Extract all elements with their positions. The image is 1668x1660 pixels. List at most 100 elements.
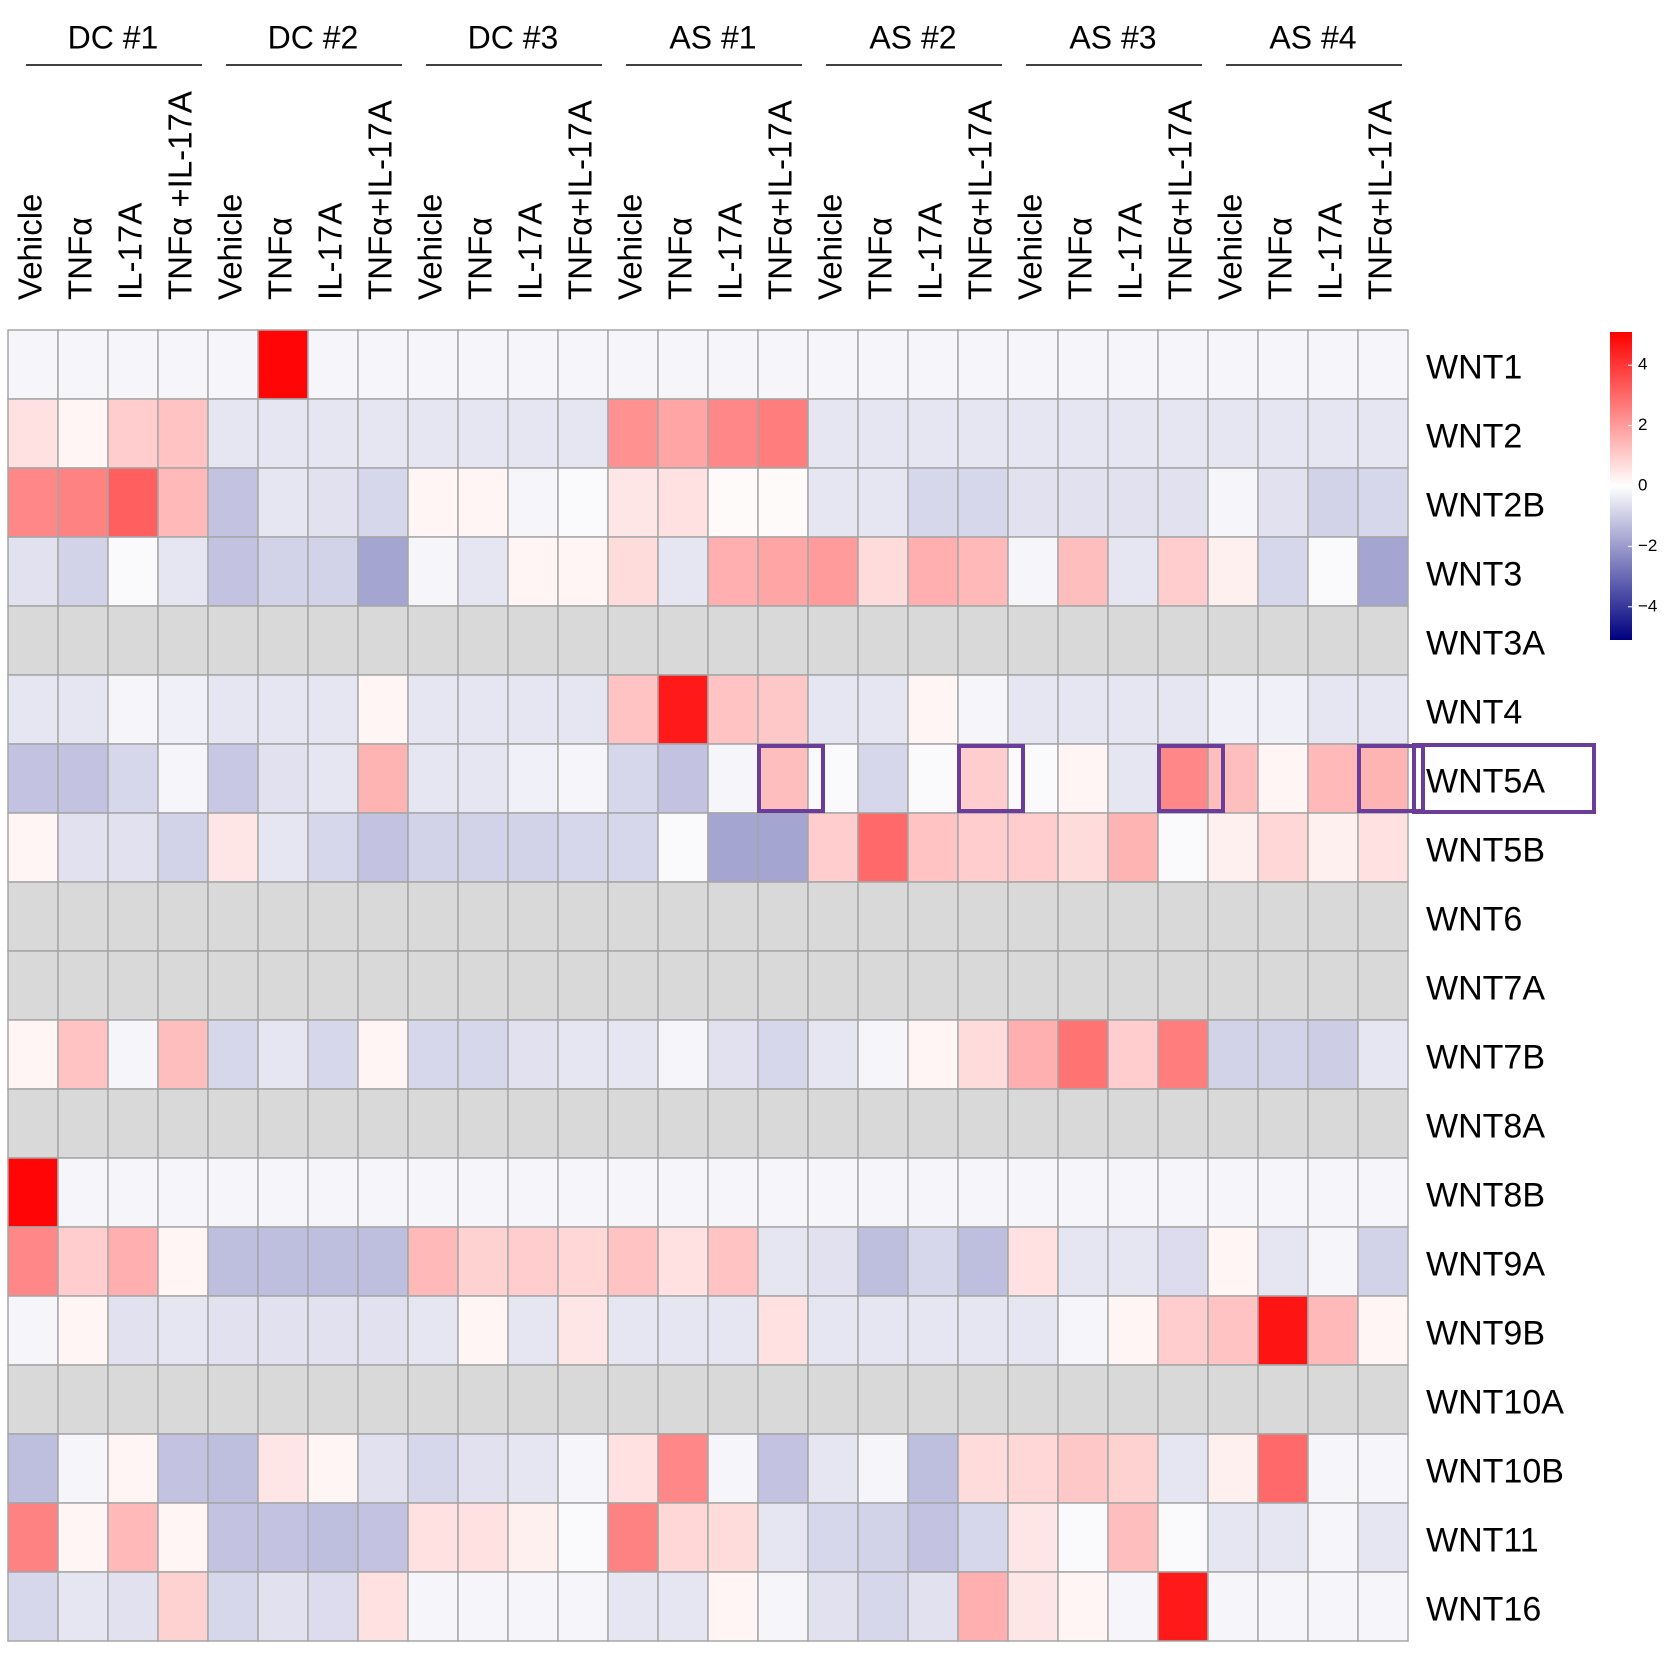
heatmap-cell (1157, 1502, 1209, 1573)
heatmap-cell (957, 1019, 1009, 1090)
heatmap-cell (257, 950, 309, 1021)
heatmap-cell (507, 674, 559, 745)
heatmap-cell (1157, 605, 1209, 676)
heatmap-cell (1157, 1571, 1209, 1642)
heatmap-cell (657, 1157, 709, 1228)
heatmap-cell (1357, 1502, 1409, 1573)
heatmap-cell (507, 743, 559, 814)
heatmap-cell (1007, 743, 1059, 814)
heatmap-cell (1257, 1364, 1309, 1435)
heatmap-cell (1107, 605, 1159, 676)
heatmap-cell (1107, 1088, 1159, 1159)
heatmap-cell (357, 743, 409, 814)
heatmap-cell (257, 1433, 309, 1504)
row-label: WNT1 (1426, 348, 1522, 386)
heatmap-cell (1207, 1364, 1259, 1435)
heatmap-cell (1157, 467, 1209, 538)
heatmap-cell (807, 950, 859, 1021)
heatmap-cell (1257, 881, 1309, 952)
heatmap-cell (307, 536, 359, 607)
heatmap-cell (1207, 536, 1259, 607)
heatmap-cell (1207, 743, 1259, 814)
heatmap-cell (507, 1433, 559, 1504)
heatmap-cell (1257, 1226, 1309, 1297)
heatmap-cell (1057, 1295, 1109, 1366)
row-label: WNT2 (1426, 417, 1522, 455)
heatmap-cell (707, 1502, 759, 1573)
column-label: TNFα+IL-17A (962, 100, 999, 300)
heatmap-cell (1307, 1157, 1359, 1228)
heatmap-cell (507, 950, 559, 1021)
heatmap-cell (1307, 467, 1359, 538)
heatmap-cell (357, 329, 409, 400)
heatmap-cell (607, 674, 659, 745)
heatmap-cell (457, 812, 509, 883)
heatmap-cell (1057, 467, 1109, 538)
heatmap-cell (507, 605, 559, 676)
heatmap-cell (207, 674, 259, 745)
heatmap-cell (757, 1157, 809, 1228)
heatmap-cell (507, 1019, 559, 1090)
heatmap-cell (957, 1088, 1009, 1159)
heatmap-cell (1157, 1364, 1209, 1435)
heatmap-cell (1257, 398, 1309, 469)
heatmap-cell (307, 398, 359, 469)
column-label: TNFα (662, 217, 699, 300)
heatmap-cell (907, 1157, 959, 1228)
heatmap-cell (57, 536, 109, 607)
heatmap-cell (807, 1364, 859, 1435)
heatmap-cell (857, 950, 909, 1021)
heatmap-cell (857, 812, 909, 883)
heatmap-cell (257, 1502, 309, 1573)
heatmap-cell (1307, 812, 1359, 883)
heatmap-cell (357, 674, 409, 745)
heatmap-cell (957, 467, 1009, 538)
heatmap-cell (357, 398, 409, 469)
heatmap-cell (657, 605, 709, 676)
heatmap-cell (407, 674, 459, 745)
heatmap-cell (1007, 1433, 1059, 1504)
heatmap-cell (1307, 674, 1359, 745)
heatmap-cell (1057, 1502, 1109, 1573)
group-label: AS #2 (869, 19, 956, 55)
heatmap-cell (957, 950, 1009, 1021)
heatmap-cell (7, 812, 59, 883)
heatmap-cell (1107, 1019, 1159, 1090)
heatmap-cell (1107, 1502, 1159, 1573)
heatmap-cell (757, 881, 809, 952)
heatmap-cell (857, 881, 909, 952)
heatmap-cell (957, 536, 1009, 607)
heatmap-cell (557, 329, 609, 400)
row-label: WNT3 (1426, 555, 1522, 593)
heatmap-cell (357, 1226, 409, 1297)
heatmap-cell (1357, 536, 1409, 607)
heatmap-cell (1157, 1433, 1209, 1504)
row-label: WNT5B (1426, 831, 1545, 869)
heatmap-cell (707, 812, 759, 883)
heatmap-cell (307, 1571, 359, 1642)
heatmap-cell (457, 1226, 509, 1297)
column-label: TNFα+IL-17A (362, 100, 399, 300)
heatmap-cell (1057, 1364, 1109, 1435)
heatmap-cell (7, 1157, 59, 1228)
heatmap-cell (1357, 1295, 1409, 1366)
heatmap-cell (57, 1088, 109, 1159)
heatmap-cell (307, 467, 359, 538)
heatmap-cell (657, 1088, 709, 1159)
heatmap-cell (1057, 1433, 1109, 1504)
heatmap-cell (707, 881, 759, 952)
heatmap-cell (907, 812, 959, 883)
heatmap-cell (557, 1157, 609, 1228)
heatmap-cell (7, 1019, 59, 1090)
row-label: WNT8B (1426, 1176, 1545, 1214)
heatmap-cell (907, 536, 959, 607)
heatmap-cell (707, 1157, 759, 1228)
heatmap-cell (1357, 398, 1409, 469)
heatmap-cell (457, 1502, 509, 1573)
heatmap-cell (1357, 743, 1409, 814)
heatmap-cell (707, 536, 759, 607)
heatmap-cell (257, 743, 309, 814)
heatmap-cell (207, 743, 259, 814)
heatmap-cell (707, 1088, 759, 1159)
heatmap-cell (1207, 1571, 1259, 1642)
